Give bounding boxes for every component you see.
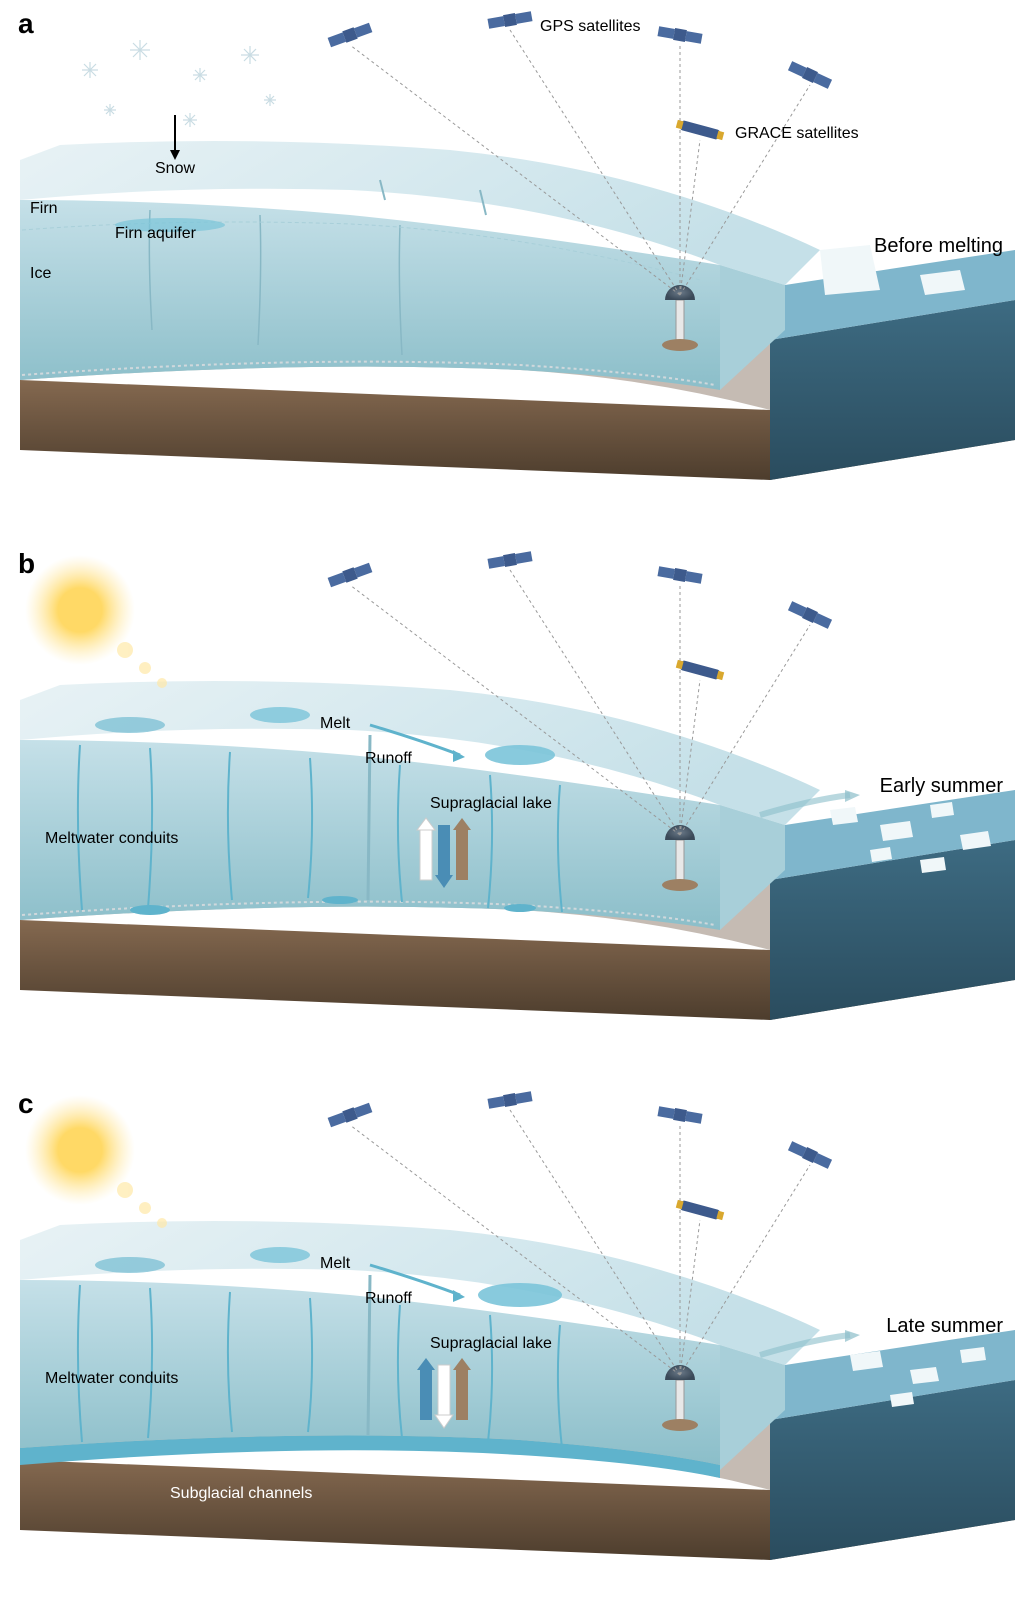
panel-a: a Before melting (0, 0, 1033, 520)
sun-dots-b (117, 642, 167, 688)
label-supraglacial-c: Supraglacial lake (430, 1335, 552, 1353)
label-melt-b: Melt (320, 715, 350, 733)
runoff-stream-arrow-c (453, 1290, 465, 1302)
phase-label-a: Before melting (874, 235, 1003, 258)
runoff-stream-arrow-b (453, 750, 465, 762)
sun-core-c (58, 1128, 102, 1172)
label-grace-a: GRACE satellites (735, 125, 859, 143)
panel-letter-a: a (18, 8, 34, 40)
melt-pool-b2 (95, 717, 165, 733)
basal-water-b2 (322, 896, 358, 904)
label-firn-aquifer-a: Firn aquifer (115, 225, 196, 243)
process-arrows-c (417, 1358, 471, 1428)
grace-sat-c (676, 1199, 725, 1221)
label-runoff-b: Runoff (365, 750, 412, 768)
label-firn-a: Firn (30, 200, 58, 218)
label-supraglacial-b: Supraglacial lake (430, 795, 552, 813)
melt-pool-c1 (250, 1247, 310, 1263)
runoff-arrow-c (845, 1330, 860, 1342)
label-runoff-c: Runoff (365, 1290, 412, 1308)
supraglacial-lake-c (478, 1283, 562, 1307)
melt-pool-c2 (95, 1257, 165, 1273)
snowflakes (82, 40, 276, 127)
label-snow-a: Snow (155, 160, 195, 178)
phase-label-c: Late summer (886, 1315, 1003, 1338)
panel-letter-b: b (18, 548, 35, 580)
sun-core-b (58, 588, 102, 632)
gps-sats-b (327, 550, 832, 629)
process-arrows-b (417, 818, 471, 888)
basal-water-b3 (504, 904, 536, 912)
label-subglacial-c: Subglacial channels (170, 1485, 312, 1503)
panel-c: c Late summer (0, 1080, 1033, 1600)
label-gps-a: GPS satellites (540, 18, 640, 36)
grace-sat-b (676, 659, 725, 681)
basal-water-b1 (130, 905, 170, 915)
phase-label-b: Early summer (880, 775, 1003, 798)
figure-container: a Before melting (0, 0, 1033, 1600)
label-melt-c: Melt (320, 1255, 350, 1273)
melt-pool-b1 (250, 707, 310, 723)
label-conduits-b: Meltwater conduits (45, 830, 178, 848)
panel-b: b Early summer (0, 540, 1033, 1060)
floating-ice-a (820, 245, 880, 295)
supraglacial-lake-b (485, 745, 555, 765)
panel-a-svg (0, 0, 1033, 520)
grace-sat-a (676, 119, 725, 141)
label-ice-a: Ice (30, 265, 51, 283)
runoff-arrow-b (845, 790, 860, 802)
sun-dots-c (117, 1182, 167, 1228)
panel-letter-c: c (18, 1088, 34, 1120)
gps-sats-c (327, 1090, 832, 1169)
label-conduits-c: Meltwater conduits (45, 1370, 178, 1388)
